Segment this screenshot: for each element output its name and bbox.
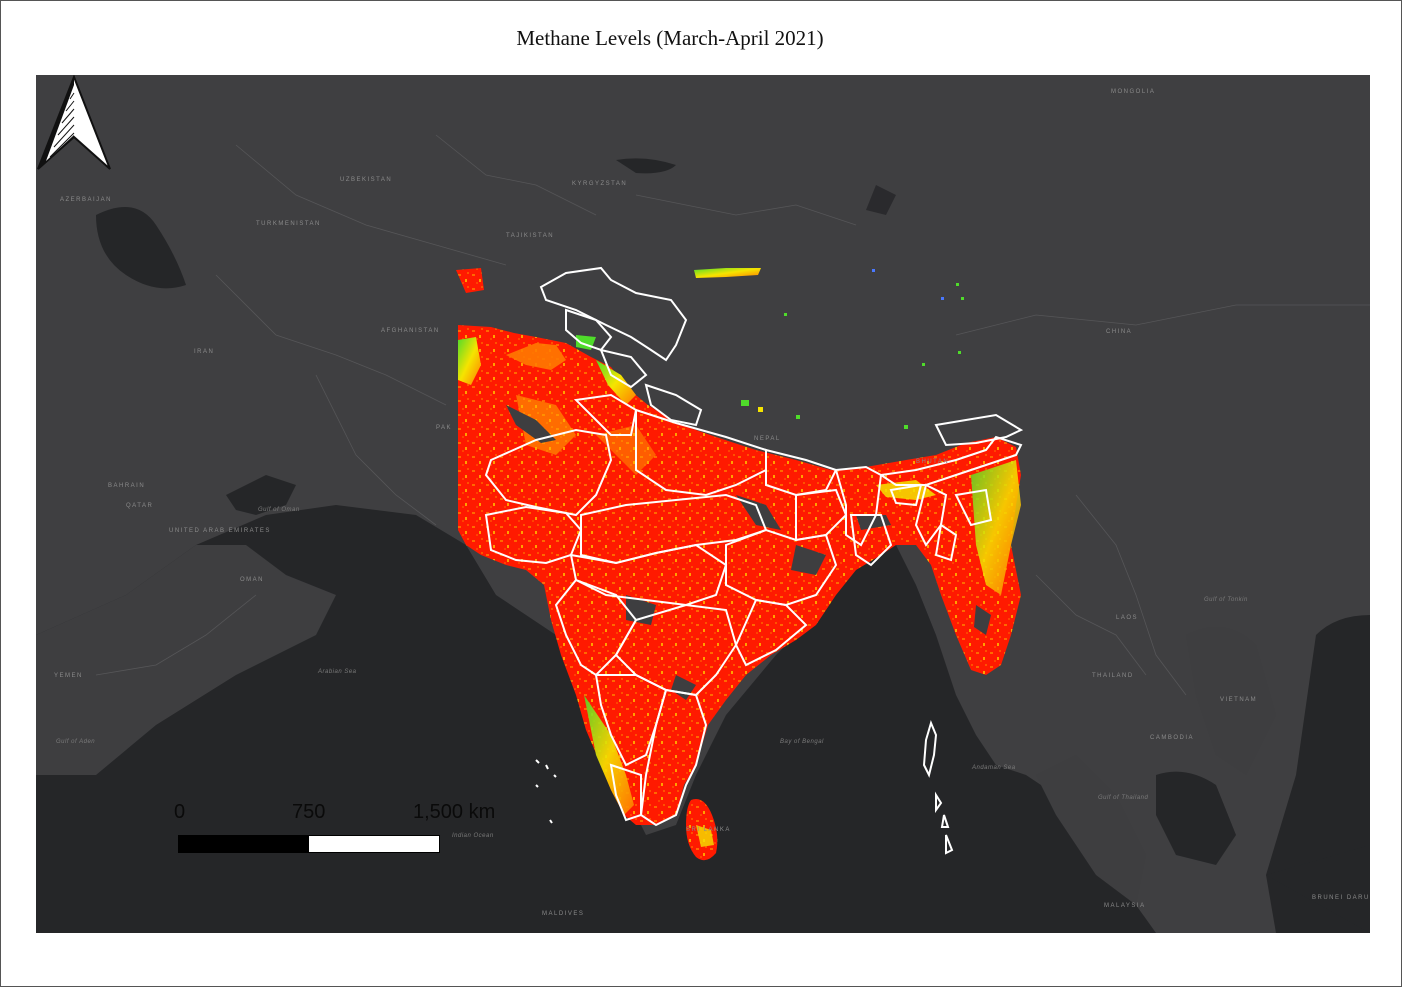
label-gulf-of-oman: Gulf of Oman [258, 507, 300, 513]
label-iran: IRAN [194, 349, 215, 355]
label-azerbaijan: AZERBAIJAN [60, 197, 113, 203]
label-gulf-of-tonkin: Gulf of Tonkin [1204, 597, 1248, 603]
label-sri-lanka: SRI LANKA [686, 827, 731, 833]
label-bay-of-bengal: Bay of Bengal [780, 739, 824, 745]
label-vietnam: VIETNAM [1220, 697, 1258, 703]
scattered-pixels [741, 269, 964, 429]
label-bhutan: BHUTAN [916, 459, 950, 465]
label-brunei: BRUNEI DARUSSALAM [1312, 895, 1370, 901]
label-laos: LAOS [1116, 615, 1139, 621]
label-tajikistan: TAJIKISTAN [506, 233, 555, 239]
label-pakistan: PAK [436, 425, 453, 431]
label-nepal: NEPAL [754, 436, 781, 442]
scale-bar [178, 835, 440, 853]
label-qatar: QATAR [126, 503, 154, 509]
label-uae: UNITED ARAB EMIRATES [169, 528, 271, 534]
label-thailand: THAILAND [1092, 673, 1134, 679]
country-borders [95, 134, 1370, 696]
basemap [36, 134, 1370, 933]
label-arabian-sea: Arabian Sea [318, 669, 357, 675]
scale-label-0: 0 [174, 801, 186, 823]
label-gulf-of-thailand: Gulf of Thailand [1098, 795, 1149, 801]
label-oman: OMAN [240, 577, 264, 583]
map-title: Methane Levels (March-April 2021) [516, 26, 824, 50]
label-maldives: MALDIVES [542, 911, 585, 917]
land-layer [36, 545, 1276, 905]
scale-bar-segment [179, 836, 309, 852]
label-malaysia: MALAYSIA [1104, 903, 1146, 909]
label-cambodia: CAMBODIA [1150, 735, 1195, 741]
scale-label-750: 750 [292, 801, 326, 823]
label-mongolia: MONGOLIA [1111, 89, 1156, 95]
label-kyrgyzstan: KYRGYZSTAN [572, 181, 628, 187]
label-bahrain: BAHRAIN [108, 483, 146, 489]
label-yemen: YEMEN [54, 673, 83, 679]
label-gulf-of-aden: Gulf of Aden [56, 739, 96, 745]
state-boundaries [484, 266, 1024, 855]
map-area[interactable]: MONGOLIA CHINA IRAN AFGHANISTAN TURKMENI… [36, 75, 1370, 933]
label-china: CHINA [1106, 329, 1133, 335]
methane-raster [456, 268, 1021, 861]
label-uzbekistan: UZBEKISTAN [340, 177, 393, 183]
label-turkmenistan: TURKMENISTAN [256, 221, 321, 227]
scale-label-1500: 1,500 km [413, 801, 496, 823]
label-afghanistan: AFGHANISTAN [381, 328, 440, 334]
label-indian-ocean: Indian Ocean [452, 833, 494, 839]
north-arrow-icon [37, 75, 111, 170]
label-andaman-sea: Andaman Sea [972, 765, 1016, 771]
